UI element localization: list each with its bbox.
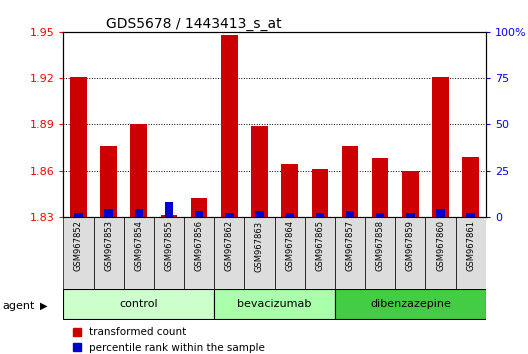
- Text: GSM967865: GSM967865: [315, 221, 324, 272]
- Bar: [165, 202, 173, 217]
- Text: bevacizumab: bevacizumab: [238, 299, 312, 309]
- Text: ▶: ▶: [40, 301, 47, 311]
- Bar: [244, 217, 275, 289]
- Text: GSM967864: GSM967864: [285, 221, 294, 272]
- Bar: [365, 217, 395, 289]
- Text: dibenzazepine: dibenzazepine: [370, 299, 451, 309]
- Bar: [63, 290, 214, 319]
- Bar: [214, 290, 335, 319]
- Text: GSM967854: GSM967854: [134, 221, 143, 271]
- Text: GSM967862: GSM967862: [225, 221, 234, 272]
- Bar: [346, 211, 354, 217]
- Text: GSM967852: GSM967852: [74, 221, 83, 271]
- Text: GSM967863: GSM967863: [255, 221, 264, 272]
- Bar: [154, 217, 184, 289]
- Text: agent: agent: [3, 301, 35, 311]
- Bar: [281, 165, 298, 217]
- Bar: [275, 217, 305, 289]
- Text: GSM967861: GSM967861: [466, 221, 475, 272]
- Bar: [316, 213, 324, 217]
- Bar: [105, 210, 113, 217]
- Bar: [432, 76, 449, 217]
- Bar: [100, 146, 117, 217]
- Bar: [184, 217, 214, 289]
- Bar: [372, 158, 389, 217]
- Bar: [255, 211, 263, 217]
- Bar: [195, 211, 203, 217]
- Bar: [406, 213, 414, 217]
- Bar: [74, 213, 83, 217]
- Bar: [214, 217, 244, 289]
- Text: GSM967855: GSM967855: [164, 221, 174, 271]
- Legend: transformed count, percentile rank within the sample: transformed count, percentile rank withi…: [69, 323, 269, 354]
- Bar: [342, 146, 359, 217]
- Bar: [93, 217, 124, 289]
- Bar: [456, 217, 486, 289]
- Bar: [335, 217, 365, 289]
- Text: control: control: [119, 299, 158, 309]
- Bar: [436, 210, 445, 217]
- Bar: [191, 198, 208, 217]
- Text: GSM967856: GSM967856: [195, 221, 204, 272]
- Bar: [70, 76, 87, 217]
- Text: GSM967860: GSM967860: [436, 221, 445, 272]
- Bar: [402, 171, 419, 217]
- Bar: [426, 217, 456, 289]
- Text: GSM967857: GSM967857: [345, 221, 354, 272]
- Bar: [135, 210, 143, 217]
- Bar: [124, 217, 154, 289]
- Bar: [130, 124, 147, 217]
- Bar: [376, 213, 384, 217]
- Text: GDS5678 / 1443413_s_at: GDS5678 / 1443413_s_at: [106, 17, 281, 31]
- Bar: [286, 213, 294, 217]
- Bar: [225, 213, 233, 217]
- Text: GSM967859: GSM967859: [406, 221, 415, 271]
- Bar: [161, 215, 177, 217]
- Text: GSM967858: GSM967858: [375, 221, 385, 272]
- Bar: [63, 217, 93, 289]
- Bar: [312, 169, 328, 217]
- Text: GSM967853: GSM967853: [104, 221, 113, 272]
- Bar: [466, 213, 475, 217]
- Bar: [335, 290, 486, 319]
- Bar: [463, 157, 479, 217]
- Bar: [221, 35, 238, 217]
- Bar: [395, 217, 426, 289]
- Bar: [305, 217, 335, 289]
- Bar: [251, 126, 268, 217]
